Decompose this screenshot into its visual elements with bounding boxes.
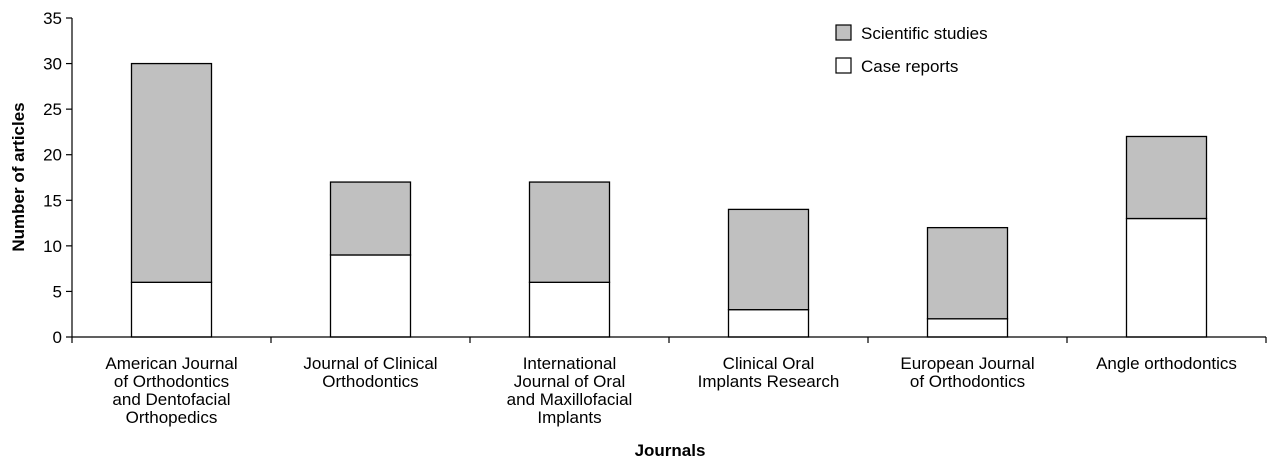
y-tick-label: 35 (43, 9, 62, 28)
legend: Scientific studies Case reports (835, 24, 988, 76)
legend-label: Case reports (861, 57, 958, 76)
bar-segment-case-reports (130, 281, 213, 338)
category-label-line: Clinical Oral (723, 354, 815, 373)
bar-segment-case-reports (1125, 217, 1208, 338)
category-label-line: Orthodontics (322, 372, 418, 391)
x-axis (71, 336, 1267, 343)
y-tick-label: 0 (53, 328, 62, 347)
category-label-line: American Journal (105, 354, 237, 373)
y-tick-label: 5 (53, 282, 62, 301)
bars (130, 62, 1208, 338)
y-axis-title: Number of articles (9, 102, 28, 251)
category-label-line: Journal of Clinical (303, 354, 437, 373)
y-tick-label: 10 (43, 237, 62, 256)
bar-segment-scientific-studies (1125, 135, 1208, 220)
y-tick-label: 30 (43, 55, 62, 74)
category-label-line: and Dentofacial (112, 390, 230, 409)
bar-segment-case-reports (926, 318, 1009, 338)
category-label: International Journal of Oral and Maxillof… (507, 354, 633, 427)
category-label-line: Implants Research (698, 372, 840, 391)
bar-segment-scientific-studies (727, 208, 810, 311)
category-label: American Journal of Orthodontics and Dento… (105, 354, 237, 427)
legend-label: Scientific studies (861, 24, 988, 43)
bar-segment-scientific-studies (130, 62, 213, 283)
category-label: Angle orthodontics (1096, 354, 1237, 373)
y-tick-label: 25 (43, 100, 62, 119)
bar-segment-case-reports (727, 309, 810, 338)
category-label-line: Journal of Oral (514, 372, 626, 391)
bar-segment-scientific-studies (926, 226, 1009, 320)
category-label-line: of Orthodontics (910, 372, 1025, 391)
category-label-line: Orthopedics (126, 408, 218, 427)
category-labels: American Journal of Orthodontics and Dento… (105, 354, 1237, 427)
bar-segment-case-reports (329, 254, 412, 338)
category-label: European Journal of Orthodontics (900, 354, 1034, 391)
legend-swatch (835, 24, 852, 41)
category-label-line: Angle orthodontics (1096, 354, 1237, 373)
y-axis: 0 5 10 15 20 25 30 35 (43, 9, 73, 347)
x-axis-title: Journals (635, 441, 706, 459)
y-tick-label: 20 (43, 146, 62, 165)
bar-segment-scientific-studies (329, 181, 412, 256)
legend-swatch (835, 57, 852, 74)
category-label-line: and Maxillofacial (507, 390, 633, 409)
category-label-line: European Journal (900, 354, 1034, 373)
category-label-line: International (523, 354, 617, 373)
bar-segment-case-reports (528, 281, 611, 338)
category-label-line: of Orthodontics (114, 372, 229, 391)
category-label-line: Implants (537, 408, 601, 427)
y-tick-label: 15 (43, 191, 62, 210)
category-label: Journal of Clinical Orthodontics (303, 354, 437, 391)
category-label: Clinical Oral Implants Research (698, 354, 840, 391)
bar-segment-scientific-studies (528, 181, 611, 283)
